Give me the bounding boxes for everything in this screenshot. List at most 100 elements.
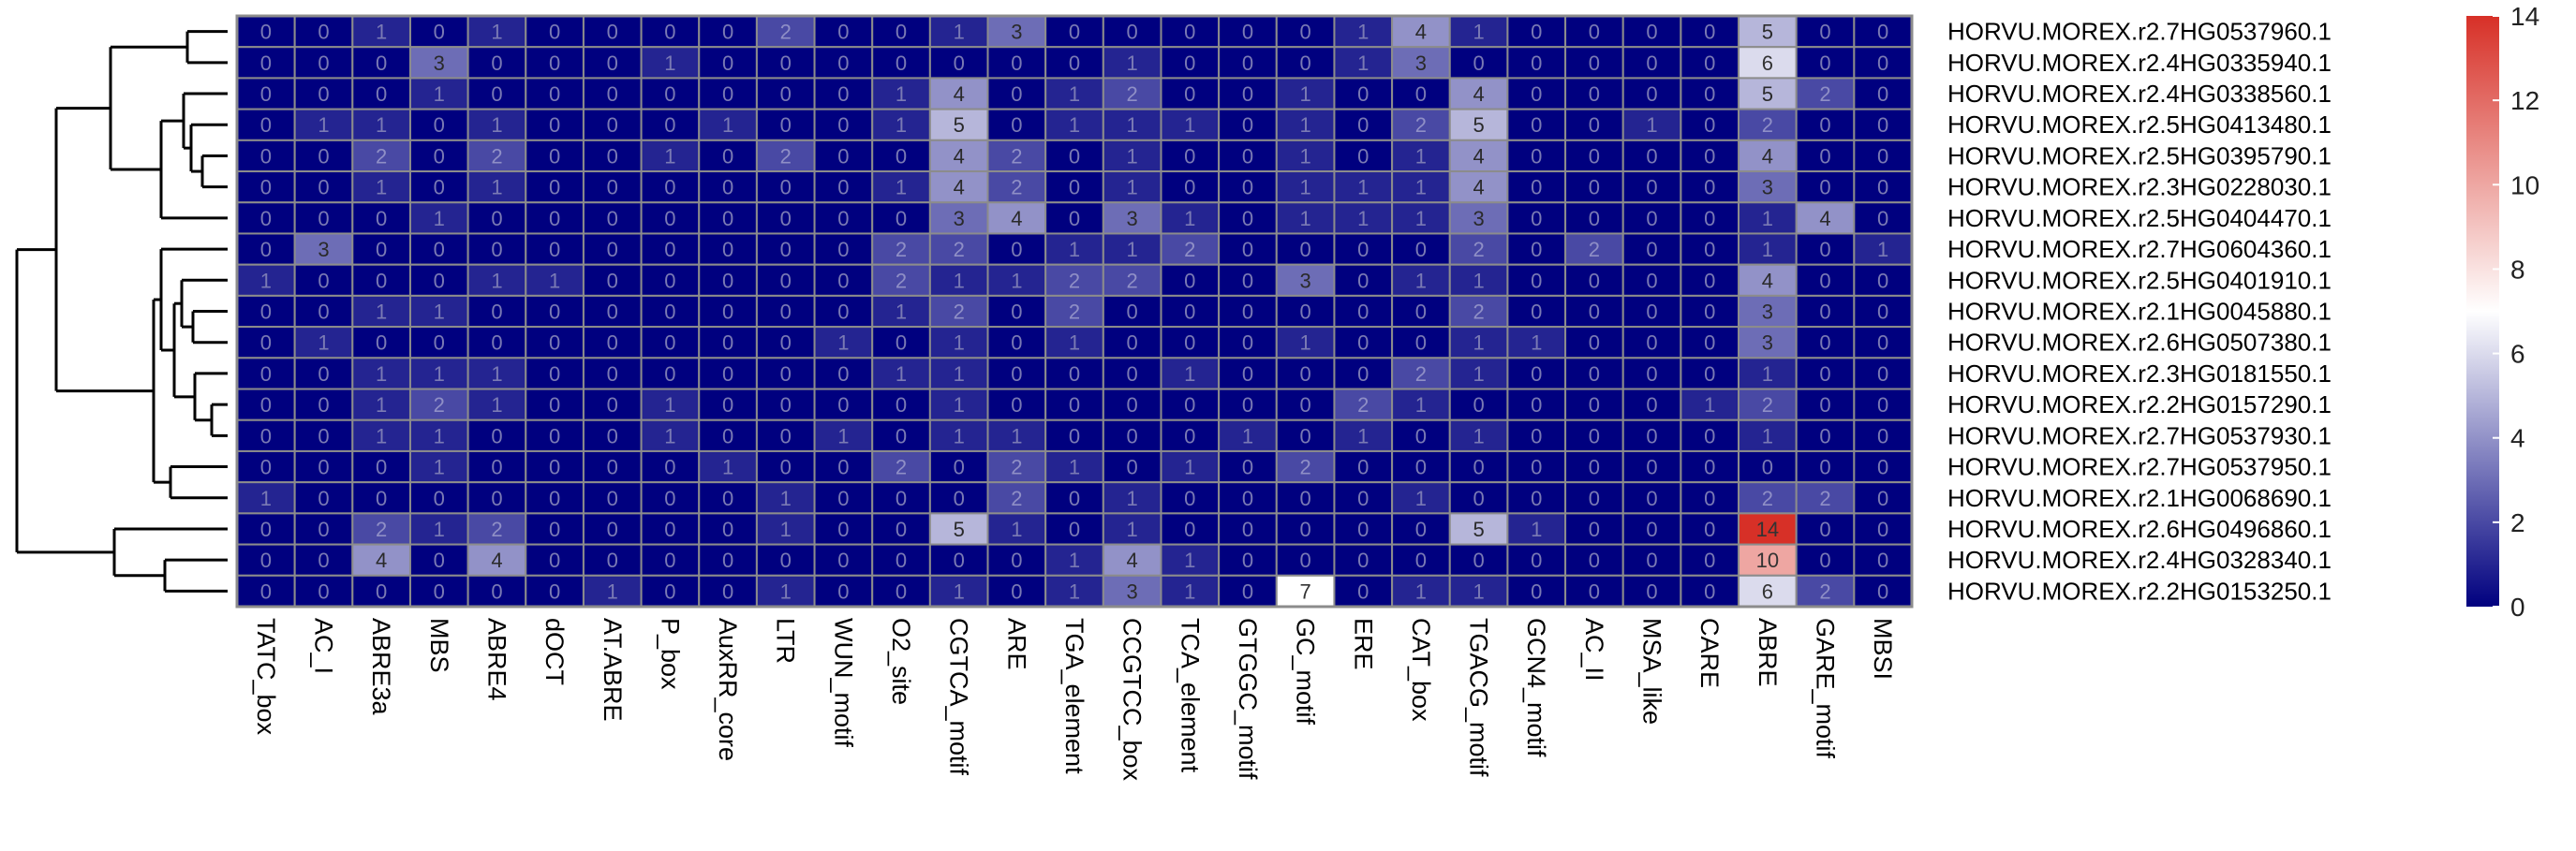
cell-value-label: 1: [1127, 176, 1138, 199]
column-label: AuxRR_core: [714, 618, 742, 761]
heatmap-cell: [1680, 108, 1740, 141]
heatmap-cell: [466, 201, 527, 235]
cell-value-label: 0: [664, 269, 675, 292]
column-label: ABRE: [1754, 618, 1782, 687]
row-label: HORVU.MOREX.r2.1HG0045880.1: [1947, 298, 2332, 326]
heatmap-cell: [1160, 139, 1221, 173]
cell-value-label: 1: [1127, 144, 1138, 168]
cell-value-label: 0: [1704, 331, 1715, 355]
heatmap-cell: [1795, 418, 1856, 452]
heatmap-cell: [1333, 574, 1394, 609]
cell-value-label: 0: [1299, 393, 1310, 417]
heatmap-cell: [986, 108, 1047, 141]
heatmap-cell: [813, 15, 874, 49]
column-label: AC_I: [309, 618, 337, 674]
cell-value-label: 0: [722, 176, 733, 199]
cell-value-label: 0: [1242, 113, 1253, 137]
cell-value-label: 1: [1011, 518, 1022, 541]
heatmap-cell: [408, 512, 469, 546]
cell-value-label: 0: [1531, 487, 1542, 510]
heatmap-cell: [1391, 263, 1451, 297]
cell-value-label: 0: [1704, 207, 1715, 230]
cell-value-label: 0: [1184, 144, 1195, 168]
cell-value-label: 0: [1819, 549, 1830, 572]
cell-value-label: 0: [896, 51, 907, 75]
cell-value-label: 0: [1011, 51, 1022, 75]
cell-value-label: 0: [1704, 113, 1715, 137]
column-label: ERE: [1349, 618, 1377, 670]
cell-value-label: 0: [1415, 331, 1427, 355]
cell-value-label: 0: [1819, 301, 1830, 324]
cell-value-label: 2: [491, 518, 502, 541]
heatmap-cell: [986, 326, 1047, 359]
cell-value-label: 1: [491, 393, 502, 417]
cell-value-label: 0: [1011, 362, 1022, 386]
cell-value-label: 0: [780, 269, 792, 292]
heatmap-cell: [1853, 15, 1914, 49]
cell-value-label: 0: [260, 393, 272, 417]
cell-value-label: 1: [1762, 207, 1773, 230]
heatmap-cell: [871, 357, 931, 390]
cell-value-label: 0: [1704, 580, 1715, 603]
heatmap-cell: [1333, 232, 1394, 266]
row-label: HORVU.MOREX.r2.4HG0328340.1: [1947, 546, 2332, 574]
cell-value-label: 0: [1646, 21, 1657, 44]
heatmap-cell: [1448, 46, 1509, 80]
cell-value-label: 0: [1184, 269, 1195, 292]
heatmap-cell: [640, 418, 701, 452]
cell-value-label: 0: [434, 487, 445, 510]
cell-value-label: 0: [1299, 549, 1310, 572]
cell-value-label: 1: [1415, 580, 1427, 603]
cell-value-label: 1: [1357, 424, 1369, 448]
heatmap-cell: [1275, 543, 1336, 577]
heatmap-cell: [1044, 574, 1104, 609]
heatmap-cell: [698, 326, 758, 359]
cell-value-label: 0: [1531, 456, 1542, 479]
cell-value-label: 0: [1819, 393, 1830, 417]
cell-value-label: 0: [1819, 424, 1830, 448]
cell-value-label: 0: [1184, 82, 1195, 106]
cell-value-label: 1: [722, 113, 733, 137]
heatmap-cell: [293, 139, 354, 173]
cell-value-label: 0: [1242, 549, 1253, 572]
heatmap-cell: [1853, 574, 1914, 609]
cell-value-label: 0: [1704, 456, 1715, 479]
cell-value-label: 0: [549, 456, 560, 479]
cell-value-label: 0: [1299, 424, 1310, 448]
column-label: GARE_motif: [1812, 618, 1840, 759]
cell-value-label: 4: [1762, 269, 1773, 292]
cell-value-label: 0: [1069, 144, 1080, 168]
cell-value-label: 0: [1415, 301, 1427, 324]
cell-value-label: 3: [1762, 331, 1773, 355]
cell-value-label: 0: [1184, 51, 1195, 75]
heatmap-cell: [1044, 201, 1104, 235]
heatmap-cell: [525, 388, 585, 421]
cell-value-label: 1: [954, 331, 965, 355]
heatmap-cell: [755, 15, 816, 49]
legend-tick-label: 6: [2510, 340, 2525, 369]
cell-value-label: 0: [837, 113, 849, 137]
cell-value-label: 2: [1184, 238, 1195, 261]
cell-value-label: 0: [260, 518, 272, 541]
column-label: CGTCA_motif: [945, 618, 973, 776]
cell-value-label: 0: [1184, 518, 1195, 541]
legend-tick-label: 2: [2510, 508, 2525, 537]
cell-value-label: 1: [491, 176, 502, 199]
column-label: MBSI: [1869, 618, 1897, 680]
heatmap-cell: [1680, 543, 1740, 577]
cell-value-label: 0: [1877, 269, 1888, 292]
column-label: ABRE3a: [367, 618, 395, 716]
cell-value-label: 0: [1011, 580, 1022, 603]
heatmap-cell: [871, 232, 931, 266]
cell-value-label: 0: [1589, 144, 1600, 168]
heatmap-cell: [1506, 201, 1567, 235]
cell-value-label: 0: [491, 487, 502, 510]
cell-value-label: 0: [1646, 580, 1657, 603]
cell-value-label: 1: [1299, 331, 1310, 355]
cell-value-label: 0: [260, 21, 272, 44]
heatmap-cell: [640, 357, 701, 390]
cell-value-label: 0: [318, 269, 329, 292]
cell-value-label: 1: [1299, 176, 1310, 199]
heatmap-cell: [1564, 512, 1624, 546]
heatmap-cell: [986, 418, 1047, 452]
